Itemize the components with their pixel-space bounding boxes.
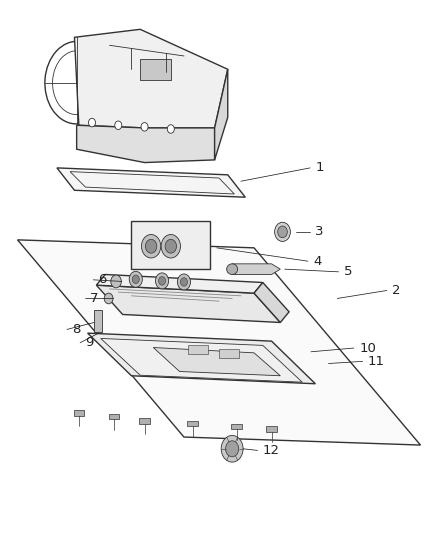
Polygon shape — [74, 29, 228, 128]
Circle shape — [129, 271, 142, 287]
Circle shape — [275, 222, 290, 241]
Polygon shape — [74, 410, 84, 416]
Text: 6: 6 — [99, 273, 107, 286]
Circle shape — [141, 235, 161, 258]
Polygon shape — [254, 282, 289, 322]
Polygon shape — [96, 285, 280, 322]
Text: 10: 10 — [359, 342, 376, 354]
Bar — [131, 221, 210, 269]
Polygon shape — [232, 264, 280, 274]
Polygon shape — [139, 418, 150, 424]
Text: 5: 5 — [344, 265, 352, 278]
Bar — [219, 349, 239, 358]
Text: 2: 2 — [392, 284, 400, 297]
Bar — [94, 310, 102, 332]
Circle shape — [221, 435, 243, 462]
Polygon shape — [266, 426, 277, 432]
Text: 3: 3 — [315, 225, 324, 238]
Polygon shape — [88, 333, 315, 384]
Polygon shape — [187, 421, 198, 426]
Text: 9: 9 — [85, 336, 94, 349]
Text: 4: 4 — [313, 255, 321, 268]
Polygon shape — [101, 338, 302, 382]
Text: 12: 12 — [263, 444, 280, 457]
Text: 8: 8 — [72, 323, 81, 336]
Text: 7: 7 — [90, 292, 98, 305]
Polygon shape — [57, 168, 245, 197]
Circle shape — [177, 274, 191, 290]
Polygon shape — [153, 348, 280, 376]
Text: 11: 11 — [368, 355, 385, 368]
Bar — [188, 345, 208, 354]
Circle shape — [111, 275, 121, 288]
Circle shape — [132, 275, 139, 284]
Circle shape — [104, 293, 113, 304]
Polygon shape — [231, 424, 242, 429]
Text: 1: 1 — [315, 161, 324, 174]
Circle shape — [161, 235, 180, 258]
Polygon shape — [109, 414, 119, 419]
Circle shape — [88, 118, 95, 127]
Circle shape — [278, 226, 287, 238]
Circle shape — [141, 123, 148, 131]
Circle shape — [115, 121, 122, 130]
Circle shape — [155, 273, 169, 289]
Polygon shape — [215, 69, 228, 160]
Circle shape — [226, 441, 239, 457]
Bar — [140, 59, 171, 80]
Circle shape — [165, 239, 177, 253]
Circle shape — [159, 277, 166, 285]
Circle shape — [180, 278, 187, 286]
Polygon shape — [18, 240, 420, 445]
Circle shape — [167, 125, 174, 133]
Polygon shape — [96, 274, 263, 293]
Polygon shape — [77, 125, 215, 163]
Ellipse shape — [227, 264, 237, 274]
Circle shape — [145, 239, 157, 253]
